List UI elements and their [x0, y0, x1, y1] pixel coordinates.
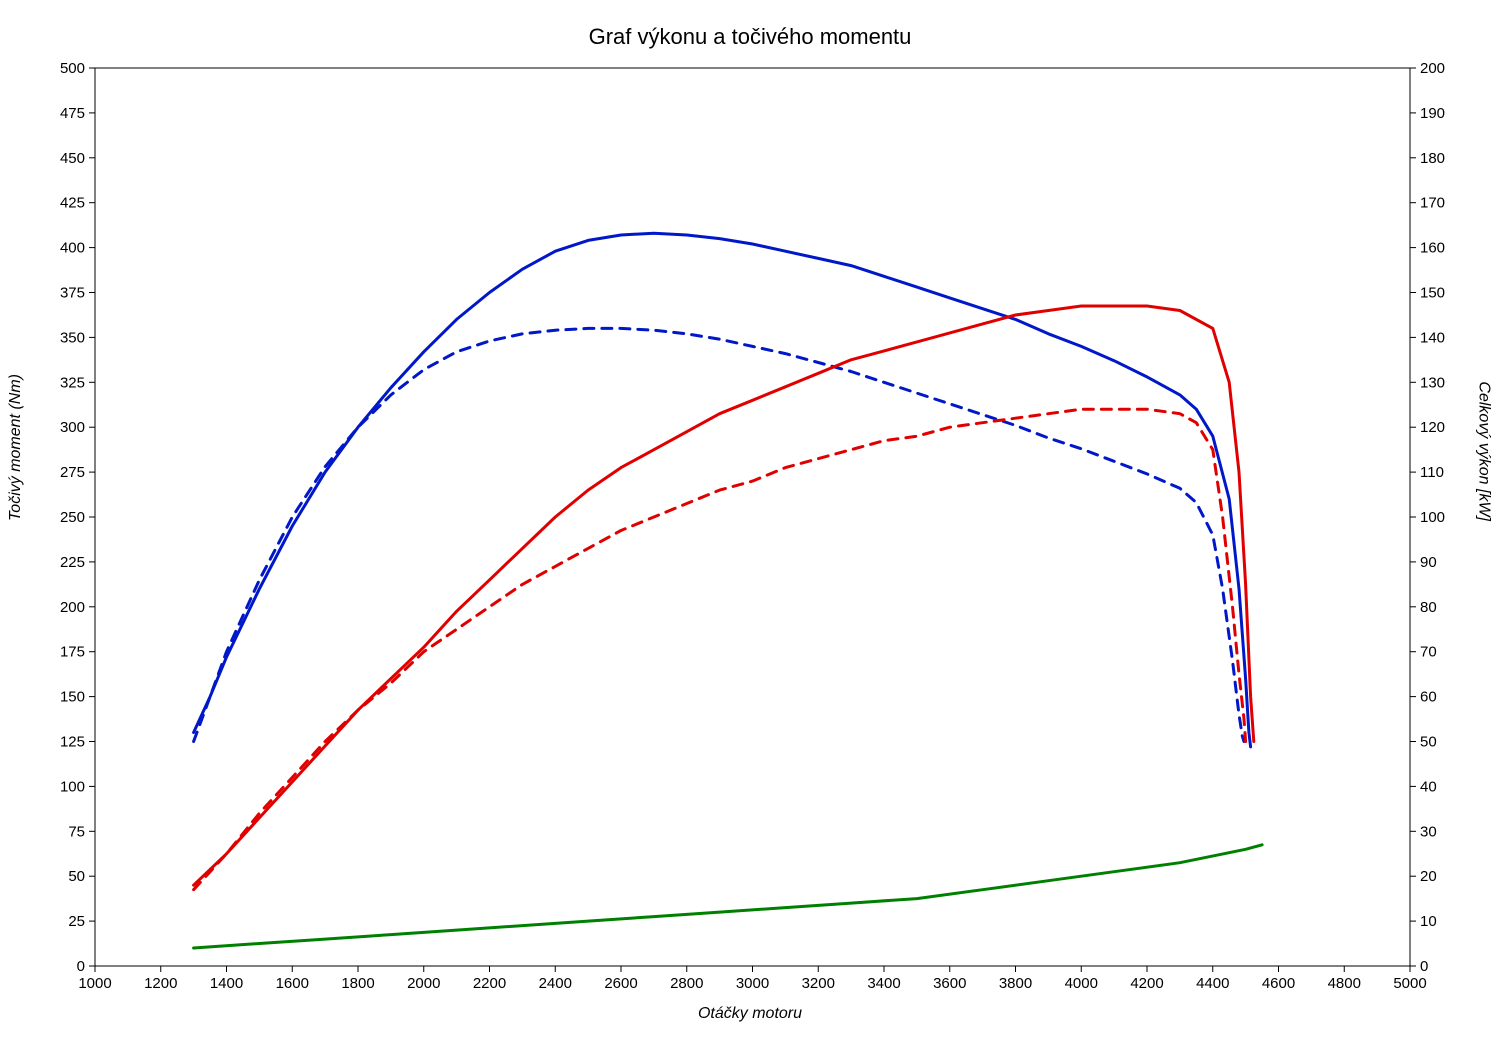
x-tick-label: 4800	[1328, 975, 1361, 992]
y-left-tick-label: 175	[60, 644, 85, 661]
y-right-tick-label: 130	[1420, 374, 1445, 391]
y-right-tick-label: 170	[1420, 195, 1445, 212]
y-left-tick-label: 450	[60, 150, 85, 167]
chart-svg: WWW.DYNOCHECK.COM 1000120014001600180020…	[0, 0, 1500, 1041]
dyno-chart-page: { "title": "Graf výkonu a točivého momen…	[0, 0, 1500, 1041]
x-tick-label: 1600	[276, 975, 309, 992]
x-tick-label: 2200	[473, 975, 506, 992]
y-left-tick-label: 225	[60, 554, 85, 571]
x-tick-label: 5000	[1393, 975, 1426, 992]
x-tick-label: 3800	[999, 975, 1032, 992]
y-left-tick-label: 100	[60, 778, 85, 795]
x-tick-label: 1000	[78, 975, 111, 992]
y-right-tick-label: 150	[1420, 285, 1445, 302]
y-left-tick-label: 25	[68, 913, 85, 930]
x-tick-label: 3200	[802, 975, 835, 992]
y-right-tick-label: 60	[1420, 689, 1437, 706]
y-right-tick-label: 100	[1420, 509, 1445, 526]
y-right-tick-label: 140	[1420, 329, 1445, 346]
y-left-tick-label: 300	[60, 419, 85, 436]
x-tick-label: 4200	[1130, 975, 1163, 992]
y-left-tick-label: 200	[60, 599, 85, 616]
y-left-tick-label: 350	[60, 329, 85, 346]
y-right-tick-label: 120	[1420, 419, 1445, 436]
y-right-tick-label: 110	[1420, 464, 1444, 481]
y-right-tick-label: 190	[1420, 105, 1445, 122]
y-right-tick-label: 10	[1420, 913, 1437, 930]
y-left-tick-label: 275	[60, 464, 85, 481]
y-right-tick-label: 50	[1420, 734, 1437, 751]
y-left-tick-label: 475	[60, 105, 85, 122]
x-tick-label: 2000	[407, 975, 440, 992]
x-tick-label: 4000	[1065, 975, 1098, 992]
y-right-tick-label: 90	[1420, 554, 1437, 571]
y-right-tick-label: 20	[1420, 868, 1437, 885]
y-right-tick-label: 0	[1420, 958, 1428, 975]
y-left-tick-label: 500	[60, 60, 85, 77]
y-right-tick-label: 30	[1420, 823, 1437, 840]
y-left-tick-label: 50	[68, 868, 85, 885]
y-left-tick-label: 0	[77, 958, 85, 975]
y-right-tick-label: 200	[1420, 60, 1445, 77]
y-left-tick-label: 250	[60, 509, 85, 526]
y-right-tick-label: 180	[1420, 150, 1445, 167]
y-left-tick-label: 425	[60, 195, 85, 212]
x-tick-label: 2800	[670, 975, 703, 992]
y-left-tick-label: 325	[60, 374, 85, 391]
y-right-tick-label: 160	[1420, 240, 1445, 257]
x-tick-label: 1800	[341, 975, 374, 992]
y-right-tick-label: 40	[1420, 778, 1437, 795]
x-tick-label: 3400	[867, 975, 900, 992]
x-tick-label: 4400	[1196, 975, 1229, 992]
x-tick-label: 2400	[539, 975, 572, 992]
x-tick-label: 3600	[933, 975, 966, 992]
y-left-tick-label: 400	[60, 240, 85, 257]
y-left-tick-label: 150	[60, 689, 85, 706]
y-left-tick-label: 125	[60, 734, 85, 751]
y-left-tick-label: 375	[60, 285, 85, 302]
x-tick-label: 1200	[144, 975, 177, 992]
x-tick-label: 3000	[736, 975, 769, 992]
x-tick-label: 4600	[1262, 975, 1295, 992]
y-left-tick-label: 75	[68, 823, 85, 840]
y-right-tick-label: 70	[1420, 644, 1437, 661]
x-tick-label: 1400	[210, 975, 243, 992]
y-right-tick-label: 80	[1420, 599, 1437, 616]
x-tick-label: 2600	[604, 975, 637, 992]
